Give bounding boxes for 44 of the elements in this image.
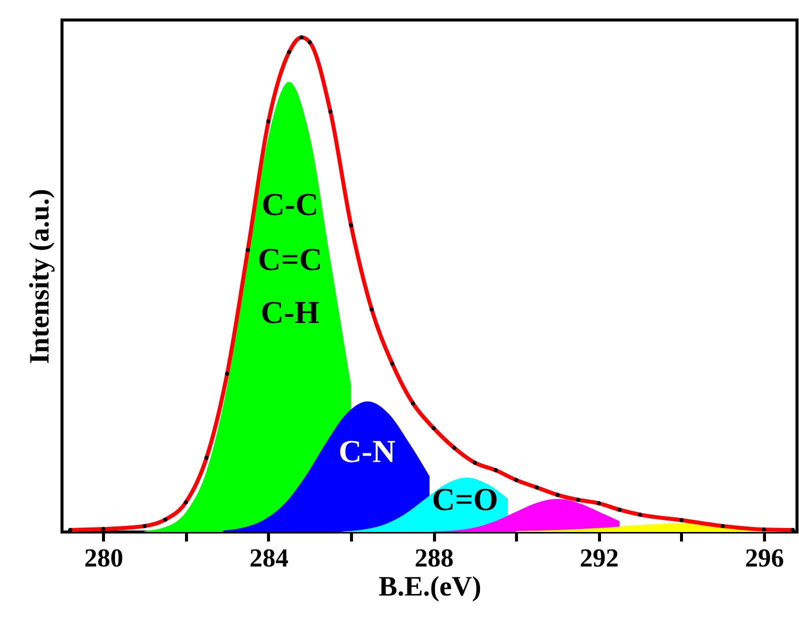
point <box>101 526 106 532</box>
point <box>390 362 394 366</box>
point <box>225 372 230 376</box>
point <box>68 528 72 532</box>
point <box>266 119 271 124</box>
point <box>286 50 292 54</box>
annotation: C-N <box>338 433 396 469</box>
point <box>142 524 147 528</box>
point <box>163 518 168 522</box>
y-axis-title: Intensity (a.u.) <box>24 188 56 364</box>
annotation: C=O <box>432 481 498 517</box>
point <box>299 35 304 40</box>
annotation: C-C <box>262 186 318 222</box>
point <box>514 478 518 482</box>
point <box>452 446 456 450</box>
annotation: C-H <box>260 294 320 330</box>
point <box>790 528 795 532</box>
point <box>184 500 188 504</box>
point <box>246 248 250 252</box>
point <box>720 524 725 528</box>
point <box>370 307 374 312</box>
point <box>348 223 354 228</box>
point <box>534 485 539 490</box>
point <box>679 518 684 522</box>
point <box>472 460 478 465</box>
point <box>432 426 436 430</box>
point <box>555 492 560 498</box>
point <box>493 468 498 472</box>
point <box>328 109 333 114</box>
point <box>410 401 416 406</box>
x-tick-label: 284 <box>249 544 288 572</box>
point <box>617 508 622 512</box>
annotation: C=C <box>258 241 322 277</box>
point <box>204 456 209 460</box>
point <box>762 527 766 532</box>
point <box>308 40 312 44</box>
x-tick-label: 288 <box>414 544 454 572</box>
x-tick-label: 296 <box>744 544 784 572</box>
point <box>576 498 580 502</box>
x-tick-label: 292 <box>580 544 619 572</box>
x-tick-label: 280 <box>84 544 124 572</box>
point <box>638 512 642 517</box>
x-axis-title: B.E.(eV) <box>378 572 482 602</box>
point <box>596 501 601 506</box>
